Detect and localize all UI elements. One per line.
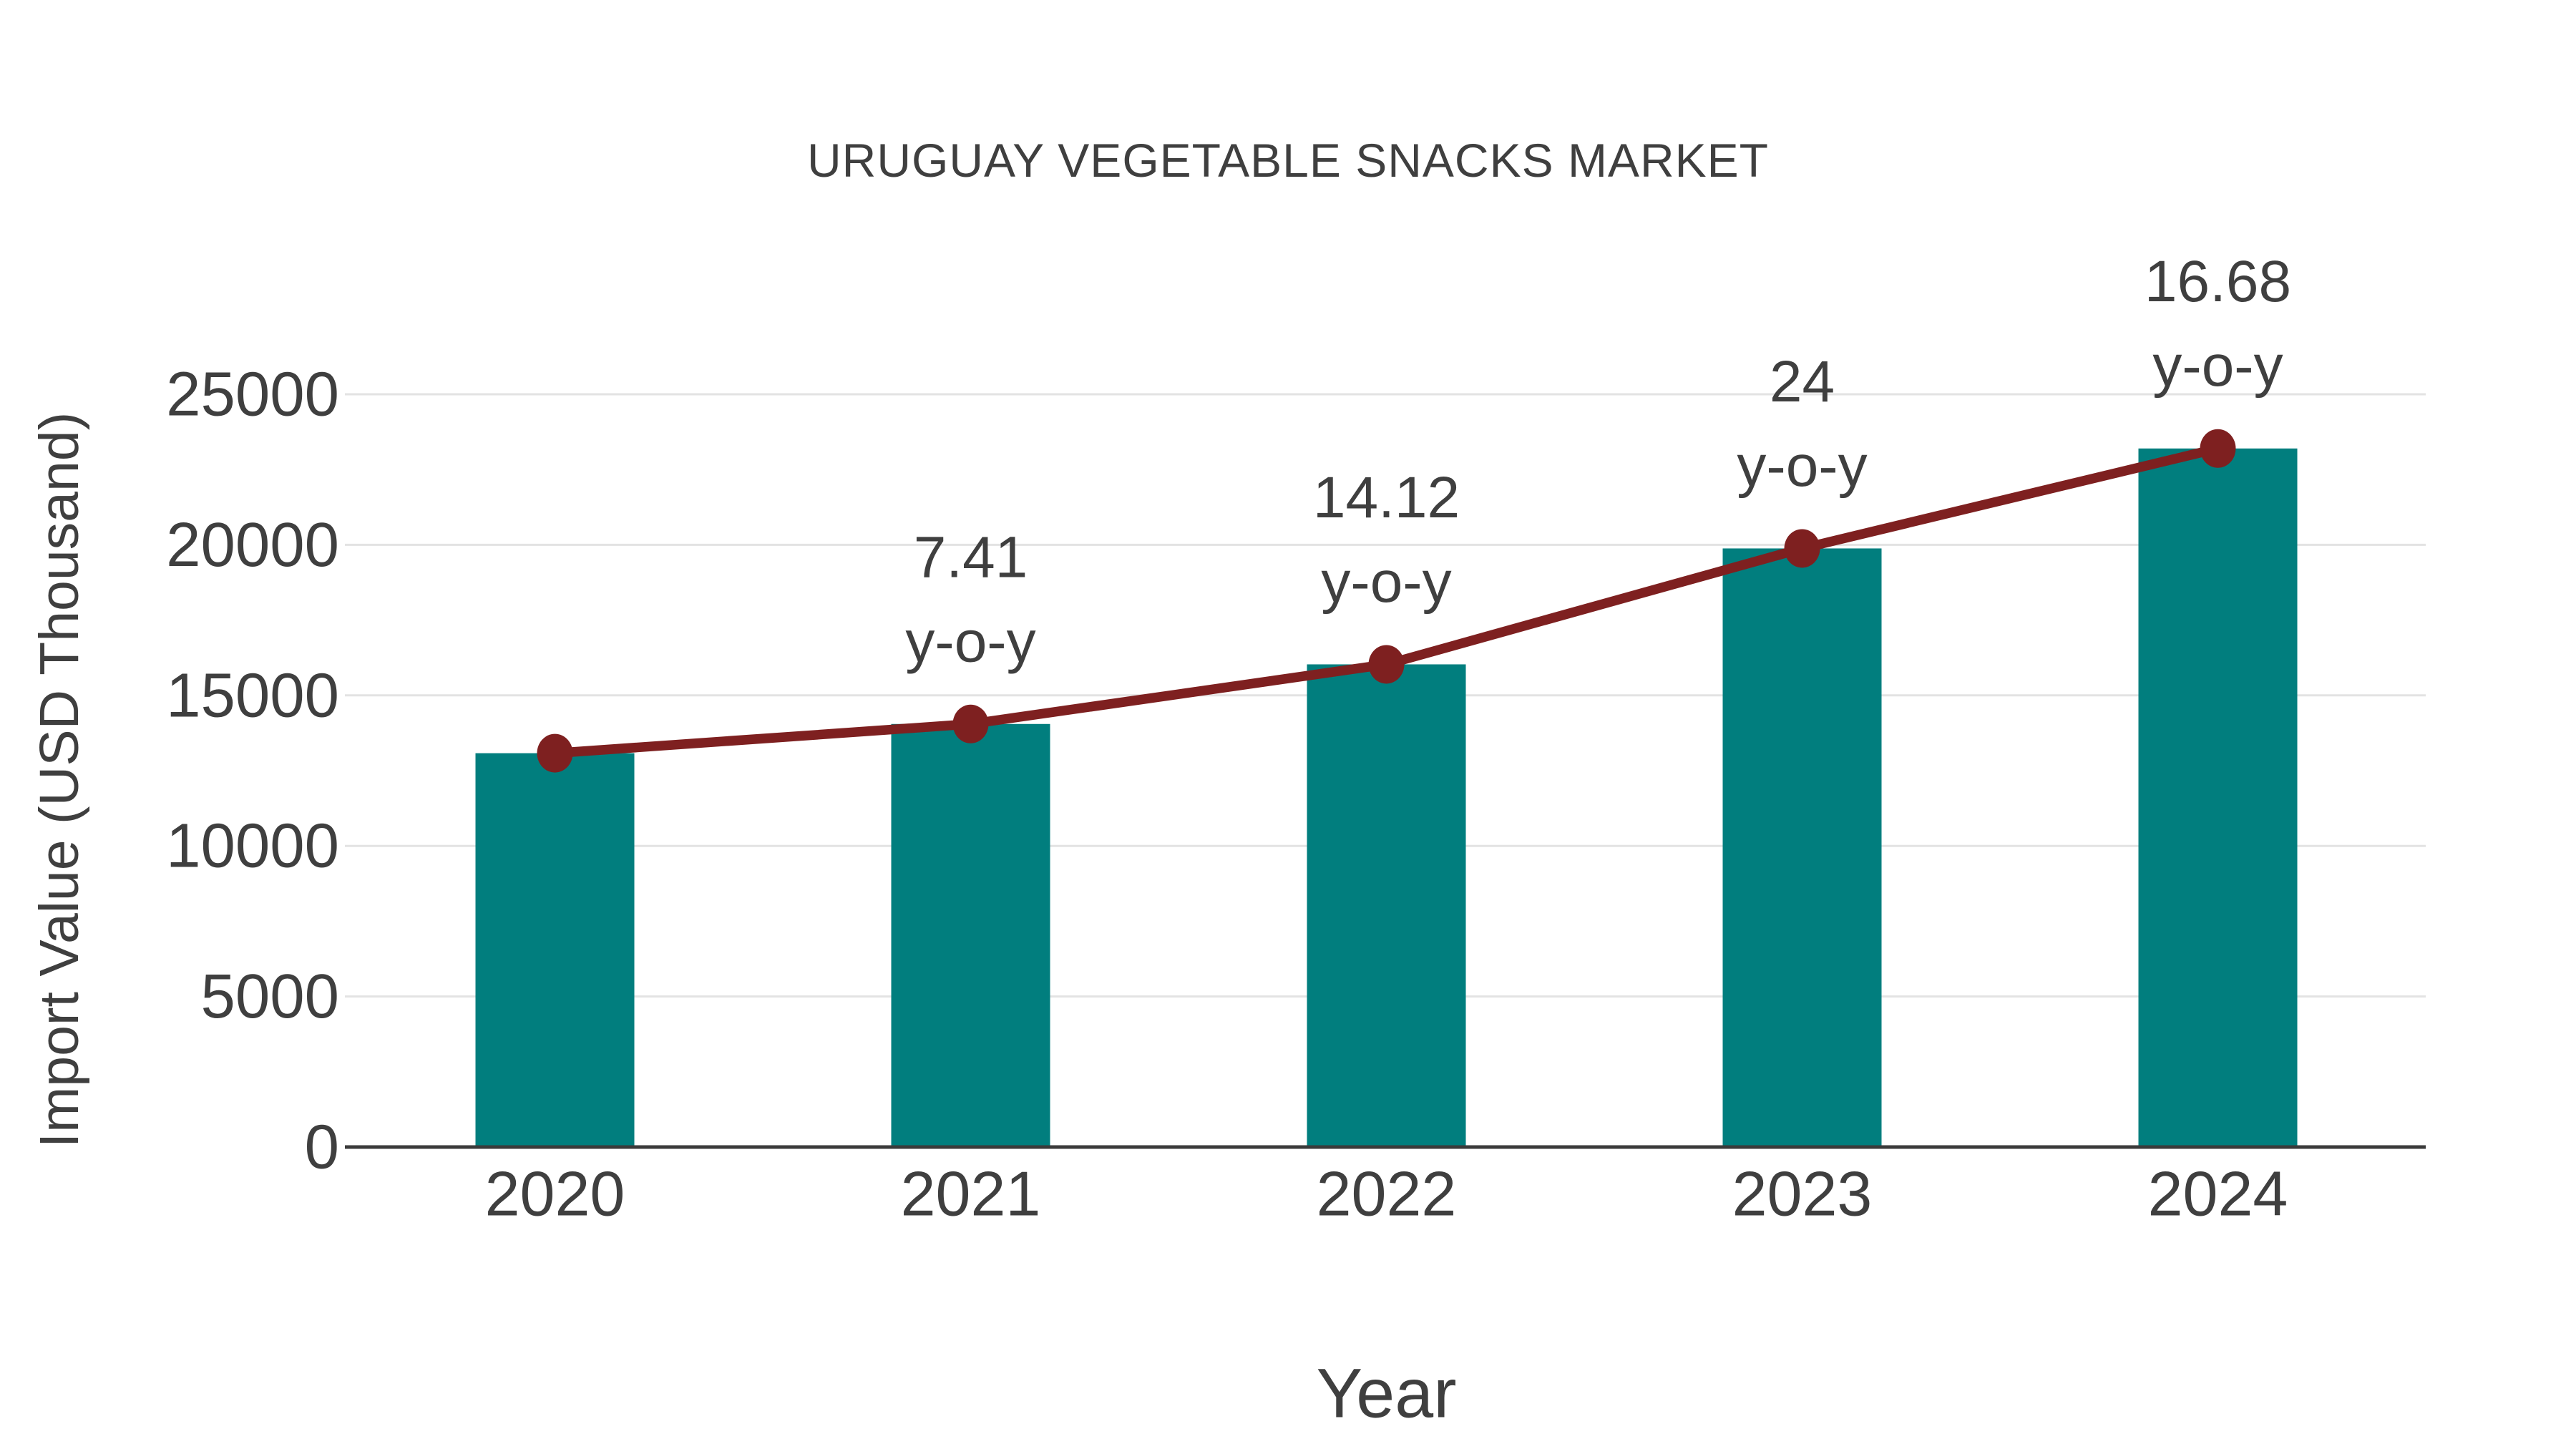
bar-2022 [1307,664,1466,1147]
annotation-yoy-2021: y-o-y [905,609,1035,674]
trend-marker-2024 [2200,429,2236,468]
x-tick-label-2021: 2021 [901,1158,1041,1229]
bar-2021 [891,723,1050,1147]
x-axis-title: Year [1317,1355,1457,1433]
annotation-value-2024: 16.68 [2145,249,2291,314]
y-tick-label-10000: 10000 [166,811,339,881]
y-tick-label-5000: 5000 [200,962,339,1031]
annotation-value-2022: 14.12 [1313,465,1460,530]
y-tick-label-20000: 20000 [166,510,339,580]
x-tick-label-2023: 2023 [1732,1158,1873,1229]
y-tick-label-25000: 25000 [166,360,339,429]
x-tick-label-2024: 2024 [2148,1158,2288,1229]
y-tick-label-15000: 15000 [166,660,339,730]
trend-marker-2020 [537,733,573,773]
y-tick-label-0: 0 [305,1113,339,1182]
annotation-value-2021: 7.41 [914,525,1028,590]
x-tick-label-2022: 2022 [1317,1158,1457,1229]
x-tick-label-2020: 2020 [485,1158,625,1229]
annotation-value-2023: 24 [1770,349,1835,414]
trend-marker-2021 [952,704,989,743]
annotation-yoy-2024: y-o-y [2152,333,2283,399]
annotation-yoy-2023: y-o-y [1737,434,1867,499]
bar-2024 [2138,448,2298,1147]
trend-marker-2022 [1368,645,1405,684]
trend-marker-2023 [1784,529,1820,568]
bar-2023 [1722,548,1882,1147]
y-axis-title: Import Value (USD Thousand) [29,412,90,1148]
annotation-yoy-2022: y-o-y [1321,550,1451,615]
bar-2020 [475,753,635,1147]
chart-title: URUGUAY VEGETABLE SNACKS MARKET [807,134,1769,187]
